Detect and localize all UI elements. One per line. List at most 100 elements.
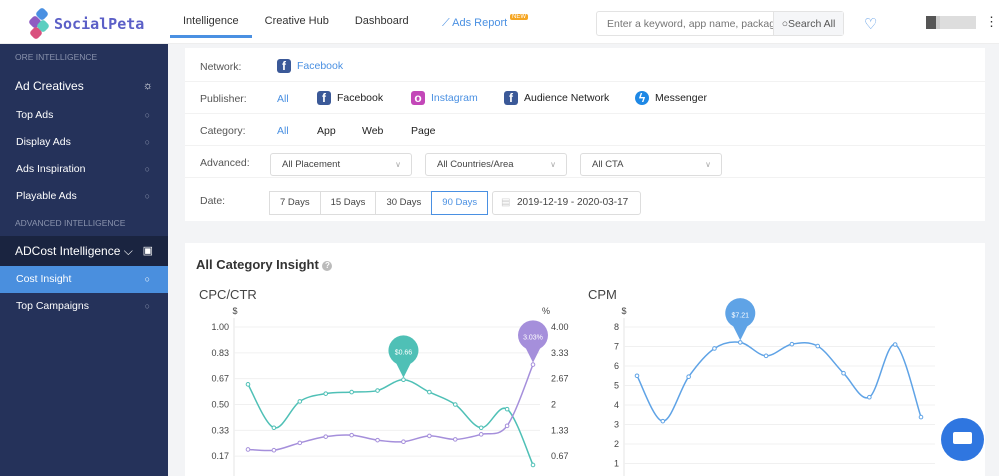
- network-facebook[interactable]: f Facebook: [277, 59, 343, 73]
- ctr-series-point: [375, 437, 380, 443]
- chat-button[interactable]: [941, 418, 984, 461]
- sidebar-item-cost-insight[interactable]: Cost Insight ○: [0, 266, 168, 293]
- circle-icon: ○: [144, 110, 150, 120]
- heart-icon[interactable]: ♡: [864, 16, 878, 33]
- circle-icon: ○: [144, 274, 150, 284]
- date-range-buttons: 7 Days 15 Days 30 Days 90 Days: [269, 191, 489, 215]
- ctr-axis-unit: %: [542, 306, 550, 316]
- publisher-instagram[interactable]: o Instagram: [411, 91, 478, 105]
- search-input[interactable]: [597, 12, 773, 35]
- nav-dashboard[interactable]: Dashboard: [354, 15, 409, 27]
- date-7-days[interactable]: 7 Days: [269, 191, 321, 215]
- avatar[interactable]: [926, 16, 976, 29]
- cpm-series-point: [815, 343, 821, 349]
- cpc-series-marker-shape: [388, 335, 419, 378]
- chevron-down-icon: ∨: [395, 160, 401, 169]
- ctr-tick: 2: [551, 400, 556, 410]
- cpc-series-point: [375, 388, 380, 393]
- section-ore-intelligence: ORE INTELLIGENCE: [15, 52, 98, 62]
- cpm-tick: 4: [614, 400, 619, 410]
- publisher-messenger[interactable]: ϟ Messenger: [635, 91, 707, 105]
- help-icon[interactable]: ?: [322, 260, 333, 271]
- new-badge: NEW: [510, 14, 528, 20]
- ctr-series-marker-shape: [518, 320, 548, 363]
- countries-select[interactable]: All Countries/Area ∨: [425, 153, 567, 176]
- date-range-picker[interactable]: ▤ 2019-12-19 - 2020-03-17: [492, 191, 641, 215]
- publisher-all[interactable]: All: [277, 93, 289, 105]
- cpm-series-point: [634, 373, 640, 379]
- cpc-series-marker-label: $0.66: [395, 350, 413, 357]
- chevron-down-icon: ∨: [550, 160, 556, 169]
- publisher-row: [185, 82, 985, 114]
- cpm-title: CPM: [588, 287, 617, 302]
- item-label: Playable Ads: [16, 190, 77, 202]
- cpm-series-point: [660, 418, 666, 424]
- item-label: Display Ads: [16, 136, 71, 148]
- network-label: Network:: [200, 61, 242, 73]
- cpc-series-point: [323, 391, 329, 396]
- facebook-icon: f: [317, 91, 331, 105]
- sidebar-group-adcost[interactable]: ADCost Intelligence ⌵ ▣: [0, 236, 168, 266]
- cpm-tick: 5: [614, 381, 619, 391]
- publisher-label-text: Messenger: [655, 91, 707, 104]
- ads-report-link[interactable]: ⟋ Ads Report: [442, 17, 507, 30]
- top-header: SocialPeta Intelligence Creative Hub Das…: [0, 0, 999, 44]
- category-app[interactable]: App: [317, 125, 336, 137]
- more-menu-icon[interactable]: ⋮: [985, 14, 998, 29]
- publisher-label-text: Facebook: [337, 91, 384, 104]
- cpc-series-point: [271, 425, 277, 431]
- nav-intelligence[interactable]: Intelligence: [170, 0, 252, 38]
- insight-panel: [185, 243, 985, 476]
- cpm-tick: 7: [614, 342, 619, 352]
- cpc-series-line: [247, 378, 534, 466]
- sidebar-group-ad-creatives[interactable]: Ad Creatives ☼: [0, 70, 168, 102]
- category-all[interactable]: All: [277, 125, 289, 137]
- item-label: Top Campaigns: [16, 300, 89, 312]
- date-end: 2020-03-17: [577, 197, 629, 208]
- sidebar-item-top-campaigns[interactable]: Top Campaigns ○: [0, 293, 168, 320]
- circle-icon: ○: [144, 137, 150, 147]
- cpc-series-point: [401, 377, 406, 383]
- cpc-tick: 0.50: [211, 400, 229, 410]
- cpm-series-marker: $7.21: [725, 298, 756, 341]
- category-web[interactable]: Web: [362, 125, 384, 137]
- date-15-days[interactable]: 15 Days: [319, 191, 377, 215]
- cpm-tick: 8: [614, 322, 619, 332]
- search-all-button[interactable]: ○Search All: [773, 12, 843, 35]
- ctr-series-point: [245, 447, 251, 452]
- cpm-axis-unit: $: [621, 306, 626, 316]
- facebook-icon: f: [504, 91, 518, 105]
- publisher-audience-network[interactable]: f Audience Network: [504, 91, 609, 105]
- ctr-series-marker: 3.03%: [518, 320, 548, 363]
- sidebar-item-playable-ads[interactable]: Playable Ads ○: [0, 183, 168, 210]
- item-label: Cost Insight: [16, 273, 72, 285]
- select-value: All CTA: [592, 159, 624, 170]
- cpc-series-point: [530, 462, 536, 468]
- date-90-days[interactable]: 90 Days: [431, 191, 489, 215]
- cpm-series-point: [841, 370, 846, 376]
- cpc-tick: 0.67: [211, 374, 229, 384]
- sidebar-item-top-ads[interactable]: Top Ads ○: [0, 102, 168, 129]
- publisher-facebook[interactable]: f Facebook: [317, 91, 383, 105]
- sidebar-item-display-ads[interactable]: Display Ads ○: [0, 129, 168, 156]
- cpm-series-point: [712, 346, 717, 351]
- insight-title-text: All Category Insight: [196, 257, 319, 272]
- cpm-series-point: [789, 341, 795, 347]
- ctr-series-point: [530, 362, 536, 367]
- category-page[interactable]: Page: [411, 125, 436, 137]
- chart-icon: ⟋: [442, 17, 453, 29]
- ctr-tick: 1.33: [551, 425, 569, 435]
- nav-creative-hub[interactable]: Creative Hub: [264, 15, 329, 27]
- cpc-series-point: [297, 399, 303, 404]
- placement-select[interactable]: All Placement ∨: [270, 153, 412, 176]
- cpm-series-marker-label: $7.21: [732, 312, 750, 319]
- publisher-label: Publisher:: [200, 93, 247, 105]
- sidebar-item-ads-inspiration[interactable]: Ads Inspiration ○: [0, 156, 168, 183]
- cta-select[interactable]: All CTA ∨: [580, 153, 722, 176]
- date-30-days[interactable]: 30 Days: [375, 191, 433, 215]
- cpc-ctr-title: CPC/CTR: [199, 287, 257, 302]
- select-value: All Countries/Area: [437, 159, 514, 170]
- logo[interactable]: SocialPeta: [27, 6, 144, 41]
- ctr-series-point: [401, 439, 406, 445]
- circle-icon: ○: [144, 164, 150, 174]
